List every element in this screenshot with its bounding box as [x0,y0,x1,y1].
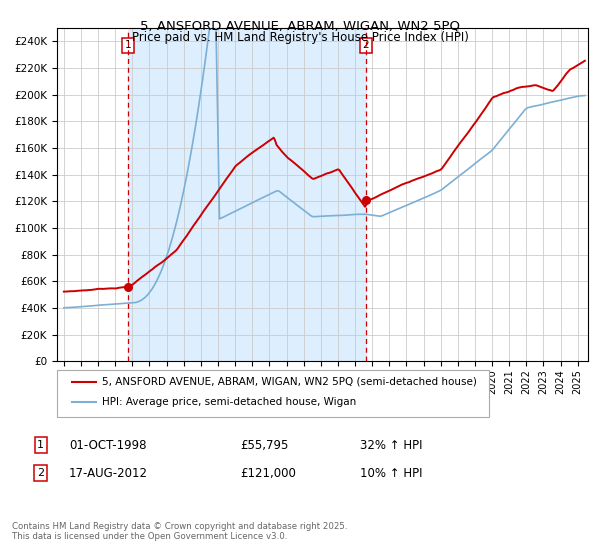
Text: Price paid vs. HM Land Registry's House Price Index (HPI): Price paid vs. HM Land Registry's House … [131,31,469,44]
Text: £121,000: £121,000 [240,466,296,480]
Text: 2: 2 [37,468,44,478]
Text: £55,795: £55,795 [240,438,289,452]
Text: 1: 1 [37,440,44,450]
Text: 17-AUG-2012: 17-AUG-2012 [69,466,148,480]
Text: Contains HM Land Registry data © Crown copyright and database right 2025.
This d: Contains HM Land Registry data © Crown c… [12,522,347,542]
Bar [128,28,366,361]
Text: 5, ANSFORD AVENUE, ABRAM, WIGAN, WN2 5PQ (semi-detached house): 5, ANSFORD AVENUE, ABRAM, WIGAN, WN2 5PQ… [102,377,477,387]
Point [123,282,133,291]
Text: 5, ANSFORD AVENUE, ABRAM, WIGAN, WN2 5PQ: 5, ANSFORD AVENUE, ABRAM, WIGAN, WN2 5PQ [140,20,460,32]
Text: 1: 1 [125,40,131,50]
Text: 01-OCT-1998: 01-OCT-1998 [69,438,146,452]
Point [361,195,371,204]
Text: 10% ↑ HPI: 10% ↑ HPI [360,466,422,480]
Text: HPI: Average price, semi-detached house, Wigan: HPI: Average price, semi-detached house,… [102,397,356,407]
Text: 2: 2 [362,40,369,50]
Text: 32% ↑ HPI: 32% ↑ HPI [360,438,422,452]
